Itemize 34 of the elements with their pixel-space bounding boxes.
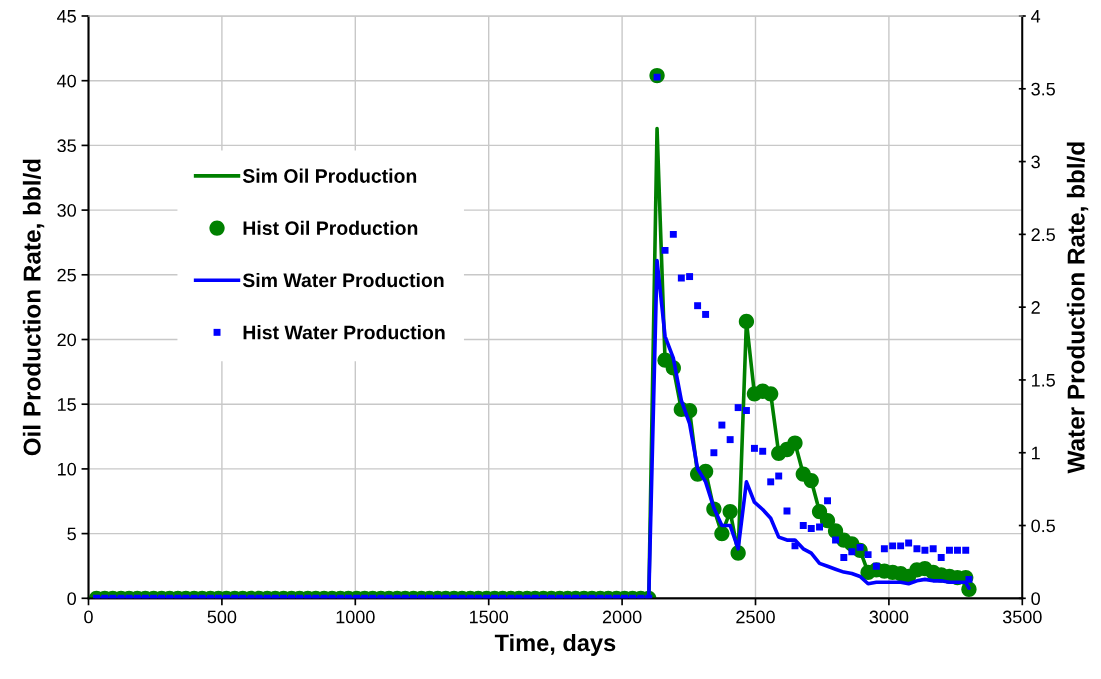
y-tick-label: 40 <box>57 74 76 88</box>
y2-tick-label: 3 <box>1031 155 1040 169</box>
x-tick-label: 2000 <box>602 610 642 624</box>
y2-tick-label: 2.5 <box>1031 228 1055 242</box>
y-tick-label: 20 <box>57 333 76 347</box>
x-axis-title: Time, days <box>494 633 616 656</box>
x-tick-label: 3500 <box>1002 610 1042 624</box>
y2-tick-label: 0 <box>1031 592 1040 606</box>
y-tick-label: 5 <box>67 527 76 541</box>
y-axis-title: Oil Production Rate, bbl/d <box>22 159 45 456</box>
x-tick-label: 2500 <box>736 610 775 624</box>
y-tick-label: 10 <box>57 462 76 476</box>
y2-tick-label: 3.5 <box>1031 82 1055 96</box>
y-tick-label: 25 <box>57 268 76 282</box>
x-tick-label: 1000 <box>336 610 375 624</box>
x-tick-label: 3000 <box>869 610 909 624</box>
y2-tick-label: 2 <box>1031 301 1040 314</box>
y-tick-label: 0 <box>67 592 76 606</box>
y-tick-label: 30 <box>57 204 76 217</box>
y2-tick-label: 1 <box>1032 446 1040 460</box>
x-tick-label: 500 <box>207 610 237 624</box>
x-tick-label: 1500 <box>470 610 509 624</box>
y2-tick-label: 1.5 <box>1032 374 1055 387</box>
legend-label: Sim Oil Production <box>242 168 417 183</box>
y-tick-label: 45 <box>57 10 76 23</box>
x-tick-label: 0 <box>84 610 93 624</box>
y2-axis-title: Water Production Rate, bbl/d <box>1066 142 1089 474</box>
legend-label: Sim Water Production <box>242 272 444 288</box>
legend-label: Hist Oil Production <box>243 220 418 236</box>
y2-tick-label: 4 <box>1031 10 1041 23</box>
legend-label: Hist Water Production <box>243 325 445 340</box>
y-tick-label: 35 <box>57 139 76 153</box>
y2-tick-label: 0.5 <box>1031 519 1055 533</box>
y-tick-label: 15 <box>57 398 76 411</box>
